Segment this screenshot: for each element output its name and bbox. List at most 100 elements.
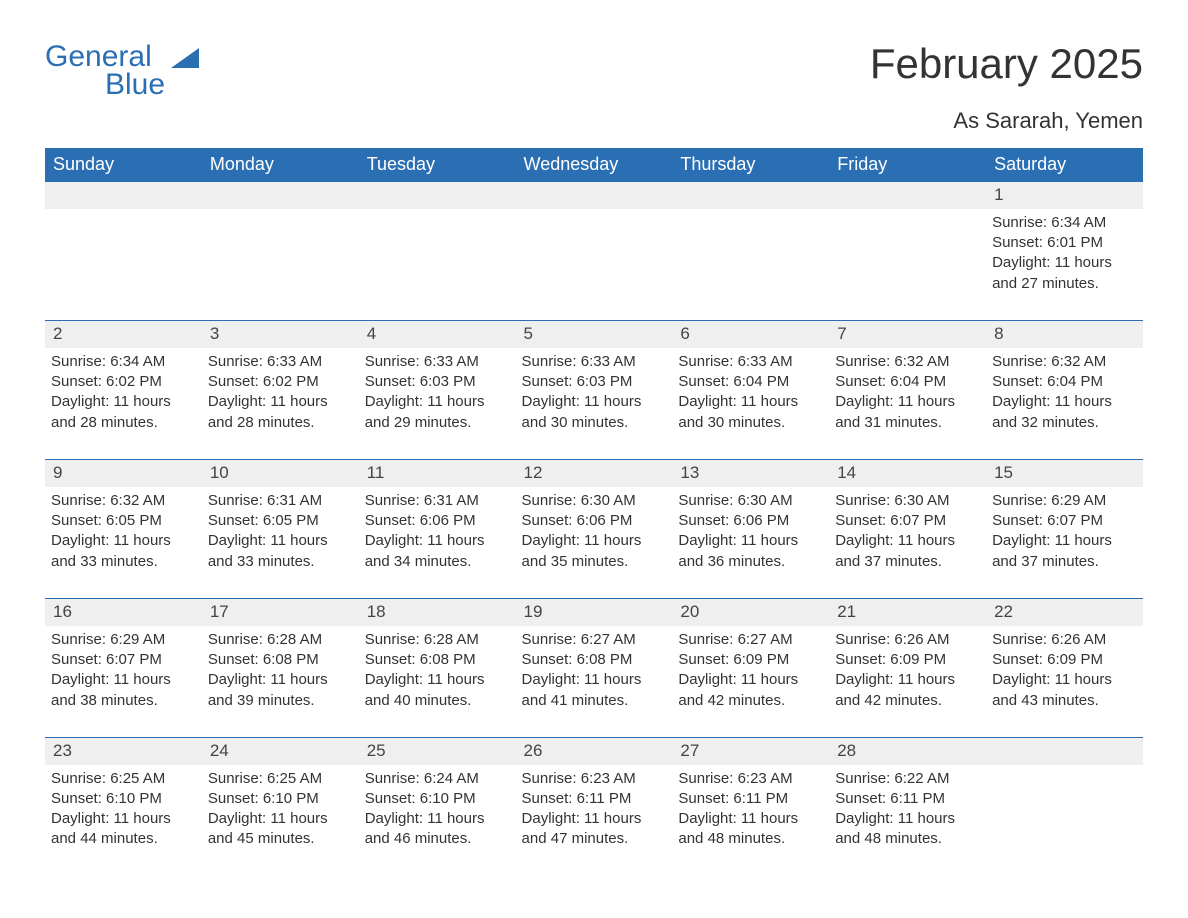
weekday-header: Friday	[829, 148, 986, 182]
day-detail-cell	[986, 765, 1143, 876]
daylight-text: Daylight: 11 hours and 30 minutes.	[678, 392, 823, 433]
day-number-cell: 4	[359, 320, 516, 347]
day-number-cell: 9	[45, 459, 202, 486]
sunrise-text: Sunrise: 6:30 AM	[835, 491, 980, 511]
sunrise-text: Sunrise: 6:22 AM	[835, 769, 980, 789]
day-detail-row: Sunrise: 6:34 AMSunset: 6:01 PMDaylight:…	[45, 209, 1143, 321]
day-number-cell: 7	[829, 320, 986, 347]
daylight-text: Daylight: 11 hours and 34 minutes.	[365, 531, 510, 572]
sunset-text: Sunset: 6:11 PM	[522, 789, 667, 809]
daylight-text: Daylight: 11 hours and 28 minutes.	[51, 392, 196, 433]
day-number-cell: 23	[45, 737, 202, 764]
day-detail-cell: Sunrise: 6:27 AMSunset: 6:09 PMDaylight:…	[672, 626, 829, 738]
sunset-text: Sunset: 6:06 PM	[678, 511, 823, 531]
sunrise-text: Sunrise: 6:25 AM	[208, 769, 353, 789]
sunrise-text: Sunrise: 6:28 AM	[365, 630, 510, 650]
day-detail-row: Sunrise: 6:32 AMSunset: 6:05 PM Daylight:…	[45, 487, 1143, 599]
day-detail-cell	[672, 209, 829, 321]
sunrise-text: Sunrise: 6:34 AM	[51, 352, 196, 372]
daylight-text: Daylight: 11 hours and 48 minutes.	[835, 809, 980, 850]
day-number-cell: 12	[516, 459, 673, 486]
sunset-text: Sunset: 6:07 PM	[992, 511, 1137, 531]
day-number-cell: 27	[672, 737, 829, 764]
day-number-cell: 20	[672, 598, 829, 625]
sunset-text: Sunset: 6:09 PM	[992, 650, 1137, 670]
daylight-text: Daylight: 11 hours and 32 minutes.	[992, 392, 1137, 433]
sunrise-text: Sunrise: 6:24 AM	[365, 769, 510, 789]
sunrise-text: Sunrise: 6:33 AM	[208, 352, 353, 372]
day-detail-cell: Sunrise: 6:28 AMSunset: 6:08 PMDaylight:…	[359, 626, 516, 738]
sunrise-text: Sunrise: 6:33 AM	[365, 352, 510, 372]
sunset-text: Sunset: 6:05 PM	[51, 511, 196, 531]
day-number-cell: 25	[359, 737, 516, 764]
day-number-cell: 1	[986, 182, 1143, 209]
day-number-row: 2345678	[45, 320, 1143, 347]
day-detail-cell	[45, 209, 202, 321]
daylight-text: Daylight: 11 hours and 41 minutes.	[522, 670, 667, 711]
sunset-text: Sunset: 6:09 PM	[678, 650, 823, 670]
day-detail-cell: Sunrise: 6:31 AMSunset: 6:06 PMDaylight:…	[359, 487, 516, 599]
day-number-cell: 15	[986, 459, 1143, 486]
day-detail-cell: Sunrise: 6:33 AMSunset: 6:03 PMDaylight:…	[516, 348, 673, 460]
sunrise-text: Sunrise: 6:32 AM	[51, 491, 196, 511]
day-detail-cell: Sunrise: 6:33 AMSunset: 6:04 PMDaylight:…	[672, 348, 829, 460]
day-number-cell: 26	[516, 737, 673, 764]
day-number-cell: 19	[516, 598, 673, 625]
day-detail-cell	[202, 209, 359, 321]
daylight-text: Daylight: 11 hours and 37 minutes.	[992, 531, 1137, 572]
daylight-text: Daylight: 11 hours and 44 minutes.	[51, 809, 196, 850]
location-subtitle: As Sararah, Yemen	[45, 108, 1143, 134]
weekday-header: Tuesday	[359, 148, 516, 182]
sunrise-text: Sunrise: 6:33 AM	[522, 352, 667, 372]
sunset-text: Sunset: 6:03 PM	[522, 372, 667, 392]
sunrise-text: Sunrise: 6:23 AM	[522, 769, 667, 789]
day-detail-cell: Sunrise: 6:32 AMSunset: 6:04 PMDaylight:…	[986, 348, 1143, 460]
weekday-header: Saturday	[986, 148, 1143, 182]
sunset-text: Sunset: 6:07 PM	[835, 511, 980, 531]
day-detail-cell: Sunrise: 6:31 AMSunset: 6:05 PMDaylight:…	[202, 487, 359, 599]
day-detail-cell	[829, 209, 986, 321]
day-detail-cell: Sunrise: 6:28 AMSunset: 6:08 PMDaylight:…	[202, 626, 359, 738]
day-number-row: 232425262728	[45, 737, 1143, 764]
day-number-cell	[829, 182, 986, 209]
daylight-text: Daylight: 11 hours and 30 minutes.	[522, 392, 667, 433]
day-detail-row: Sunrise: 6:25 AMSunset: 6:10 PMDaylight:…	[45, 765, 1143, 876]
sunset-text: Sunset: 6:10 PM	[365, 789, 510, 809]
sunrise-text: Sunrise: 6:32 AM	[992, 352, 1137, 372]
sunset-text: Sunset: 6:07 PM	[51, 650, 196, 670]
day-number-cell	[516, 182, 673, 209]
sunset-text: Sunset: 6:10 PM	[51, 789, 196, 809]
day-number-cell	[45, 182, 202, 209]
day-detail-cell: Sunrise: 6:33 AMSunset: 6:02 PMDaylight:…	[202, 348, 359, 460]
sunset-text: Sunset: 6:01 PM	[992, 233, 1137, 253]
day-number-cell	[359, 182, 516, 209]
day-number-cell: 5	[516, 320, 673, 347]
calendar-table: Sunday Monday Tuesday Wednesday Thursday…	[45, 148, 1143, 876]
day-detail-cell: Sunrise: 6:34 AMSunset: 6:01 PMDaylight:…	[986, 209, 1143, 321]
day-number-cell: 13	[672, 459, 829, 486]
sunset-text: Sunset: 6:06 PM	[365, 511, 510, 531]
logo: General Blue	[45, 40, 199, 102]
sunrise-text: Sunrise: 6:29 AM	[51, 630, 196, 650]
daylight-text: Daylight: 11 hours and 33 minutes.	[208, 531, 353, 572]
day-number-cell	[672, 182, 829, 209]
day-detail-row: Sunrise: 6:34 AMSunset: 6:02 PMDaylight:…	[45, 348, 1143, 460]
sunset-text: Sunset: 6:09 PM	[835, 650, 980, 670]
day-detail-cell: Sunrise: 6:32 AMSunset: 6:04 PMDaylight:…	[829, 348, 986, 460]
day-detail-cell	[359, 209, 516, 321]
day-number-cell: 28	[829, 737, 986, 764]
sunset-text: Sunset: 6:08 PM	[365, 650, 510, 670]
day-number-cell: 21	[829, 598, 986, 625]
day-detail-cell: Sunrise: 6:27 AMSunset: 6:08 PMDaylight:…	[516, 626, 673, 738]
daylight-text: Daylight: 11 hours and 47 minutes.	[522, 809, 667, 850]
weekday-header-row: Sunday Monday Tuesday Wednesday Thursday…	[45, 148, 1143, 182]
day-detail-cell: Sunrise: 6:33 AMSunset: 6:03 PMDaylight:…	[359, 348, 516, 460]
sunrise-text: Sunrise: 6:33 AM	[678, 352, 823, 372]
day-number-cell	[986, 737, 1143, 764]
weekday-header: Wednesday	[516, 148, 673, 182]
day-number-cell: 11	[359, 459, 516, 486]
day-detail-cell: Sunrise: 6:26 AMSunset: 6:09 PMDaylight:…	[986, 626, 1143, 738]
sunset-text: Sunset: 6:08 PM	[522, 650, 667, 670]
day-detail-cell: Sunrise: 6:26 AMSunset: 6:09 PMDaylight:…	[829, 626, 986, 738]
sunrise-text: Sunrise: 6:25 AM	[51, 769, 196, 789]
